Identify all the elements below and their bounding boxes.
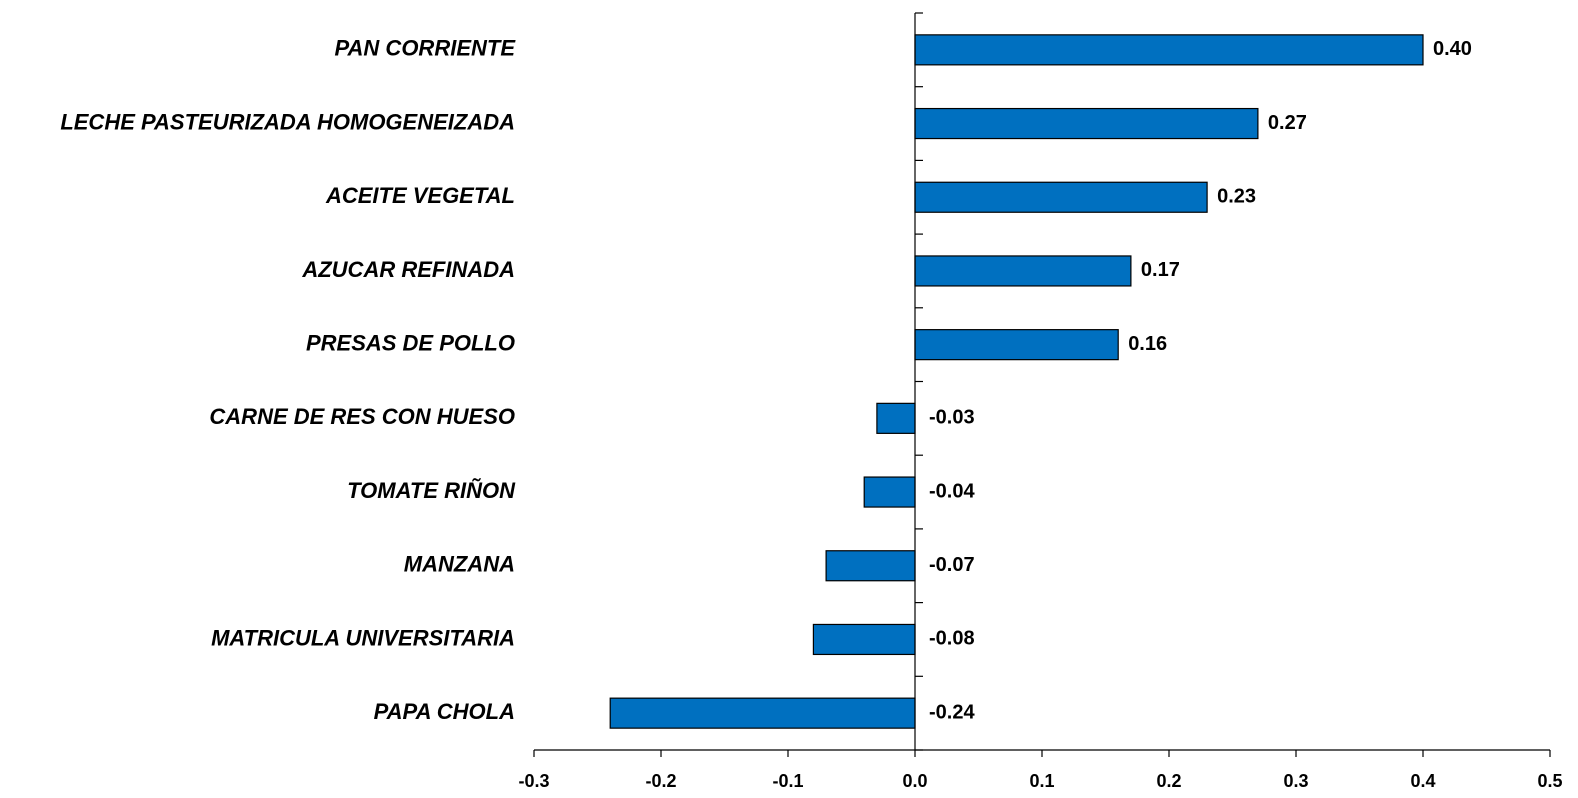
value-label: 0.40 [1433,38,1472,60]
value-label: 0.27 [1268,112,1307,134]
category-label: PAN CORRIENTE [335,36,517,61]
x-tick-label: 0.5 [1537,771,1562,791]
value-label: 0.16 [1128,333,1167,355]
value-label: 0.17 [1141,259,1180,281]
category-label: PAPA CHOLA [374,699,515,724]
bar [812,623,916,656]
x-tick-label: 0.0 [902,771,927,791]
bar [609,697,916,729]
value-label: -0.07 [929,554,975,576]
bar [876,402,916,434]
bar [914,181,1208,213]
category-label: MANZANA [404,552,515,577]
value-label: -0.08 [929,628,975,650]
bar [914,255,1132,287]
x-tick-label: 0.3 [1283,771,1308,791]
x-tick-label: -0.1 [772,771,803,791]
value-label: 0.23 [1217,186,1256,208]
x-tick-label: 0.1 [1029,771,1054,791]
category-label: CARNE DE RES CON HUESO [209,404,515,429]
bar [825,550,916,582]
value-label: -0.03 [929,407,975,429]
category-label: MATRICULA UNIVERSITARIA [211,625,515,650]
bar [914,34,1424,66]
x-tick-label: 0.4 [1410,771,1435,791]
x-tick-label: -0.2 [645,771,676,791]
category-label: AZUCAR REFINADA [301,257,515,282]
value-label: -0.04 [929,480,975,502]
bar [863,476,916,508]
category-label: TOMATE RIÑON [347,478,516,503]
category-label: LECHE PASTEURIZADA HOMOGENEIZADA [60,109,515,134]
x-tick-label: -0.3 [518,771,549,791]
value-label: -0.24 [929,701,975,723]
x-tick-label: 0.2 [1156,771,1181,791]
category-label: PRESAS DE POLLO [306,330,515,355]
bar [914,107,1259,140]
category-label: ACEITE VEGETAL [325,183,515,208]
bar [914,329,1119,361]
